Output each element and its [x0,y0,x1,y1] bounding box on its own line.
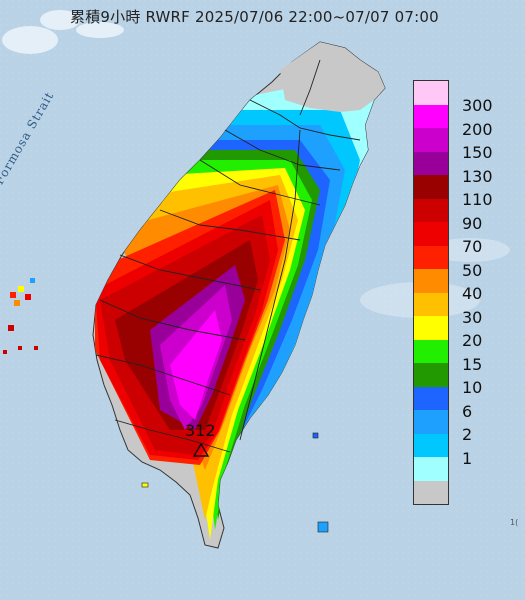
legend-label: 110 [462,190,493,209]
county-boundaries [95,59,361,453]
legend-swatch [414,104,448,128]
legend-swatch [414,81,448,105]
legend-label: 40 [462,284,483,303]
legend-swatch [414,222,448,246]
legend-swatch [414,198,448,222]
peak-value: 312 [185,421,216,440]
legend-label: 90 [462,213,483,233]
legend-label: 15 [462,354,483,374]
legend-label: 1 [462,448,473,468]
rainfall-field [95,70,380,540]
legend-label: 10 [462,378,483,397]
legend-label: 150 [462,143,493,162]
peak-marker [192,442,210,457]
legend-swatch [414,316,448,340]
legend-swatch [414,151,448,175]
legend-swatch [414,433,448,457]
legend-swatch [414,410,448,434]
legend-label: 30 [462,307,483,327]
eastern-islands [141,432,329,533]
legend-swatch [414,245,448,269]
legend-label: 2 [462,425,473,444]
corner-label: 1( [510,518,519,527]
map-title: 累積9小時 RWRF 2025/07/06 22:00~07/07 07:00 [70,8,439,26]
legend-swatch [414,339,448,363]
legend-label: 130 [462,166,493,186]
legend-label: 6 [462,401,473,421]
legend-label: 300 [462,96,493,115]
legend-swatch [414,269,448,293]
legend-swatch [414,480,448,504]
legend-swatch [414,292,448,316]
no-rain-area [280,42,385,112]
legend-swatch [414,128,448,152]
legend-swatch [414,175,448,199]
legend-label: 70 [462,237,483,256]
legend-swatch [414,363,448,387]
cloud-patches [2,10,510,318]
legend-label: 20 [462,331,483,350]
legend-swatch [414,386,448,410]
penghu-islands [3,278,38,354]
legend-color-bar [413,80,449,505]
legend-swatch [414,457,448,481]
legend-label: 200 [462,119,493,139]
legend-label: 50 [462,260,483,280]
